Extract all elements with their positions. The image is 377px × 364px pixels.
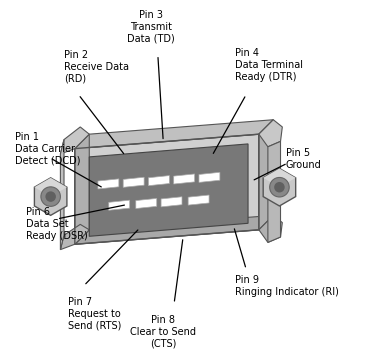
Polygon shape (123, 177, 144, 187)
Polygon shape (259, 120, 282, 147)
Polygon shape (174, 174, 195, 184)
Polygon shape (75, 134, 89, 244)
Polygon shape (60, 139, 64, 250)
Polygon shape (259, 120, 273, 230)
Text: Pin 3
Transmit
Data (TD): Pin 3 Transmit Data (TD) (127, 10, 175, 44)
Circle shape (270, 178, 289, 197)
Polygon shape (268, 141, 280, 242)
Polygon shape (60, 127, 89, 154)
Text: Pin 8
Clear to Send
(CTS): Pin 8 Clear to Send (CTS) (130, 314, 196, 349)
Polygon shape (34, 178, 67, 215)
Polygon shape (75, 120, 273, 149)
Polygon shape (89, 144, 248, 236)
Text: Pin 7
Request to
Send (RTS): Pin 7 Request to Send (RTS) (67, 297, 121, 331)
Polygon shape (75, 134, 259, 244)
Polygon shape (34, 178, 67, 197)
Polygon shape (98, 179, 119, 189)
Polygon shape (109, 200, 130, 210)
Polygon shape (60, 224, 89, 250)
Polygon shape (188, 195, 209, 205)
Polygon shape (136, 198, 157, 209)
Circle shape (41, 187, 60, 206)
Text: Pin 4
Data Terminal
Ready (DTR): Pin 4 Data Terminal Ready (DTR) (235, 48, 303, 82)
Text: Pin 9
Ringing Indicator (RI): Pin 9 Ringing Indicator (RI) (235, 275, 339, 297)
Polygon shape (149, 175, 169, 186)
Polygon shape (199, 172, 220, 182)
Polygon shape (75, 215, 273, 244)
Circle shape (274, 182, 285, 193)
Circle shape (45, 191, 56, 202)
Polygon shape (161, 197, 182, 207)
Text: Pin 5
Ground: Pin 5 Ground (286, 149, 322, 170)
Text: Pin 1
Data Carrier
Detect (DCD): Pin 1 Data Carrier Detect (DCD) (15, 132, 81, 166)
Text: Pin 6
Data Set
Ready (DSR): Pin 6 Data Set Ready (DSR) (26, 207, 88, 241)
Polygon shape (263, 169, 296, 206)
Text: Pin 2
Receive Data
(RD): Pin 2 Receive Data (RD) (64, 50, 129, 84)
Polygon shape (259, 215, 282, 242)
Polygon shape (263, 169, 296, 187)
